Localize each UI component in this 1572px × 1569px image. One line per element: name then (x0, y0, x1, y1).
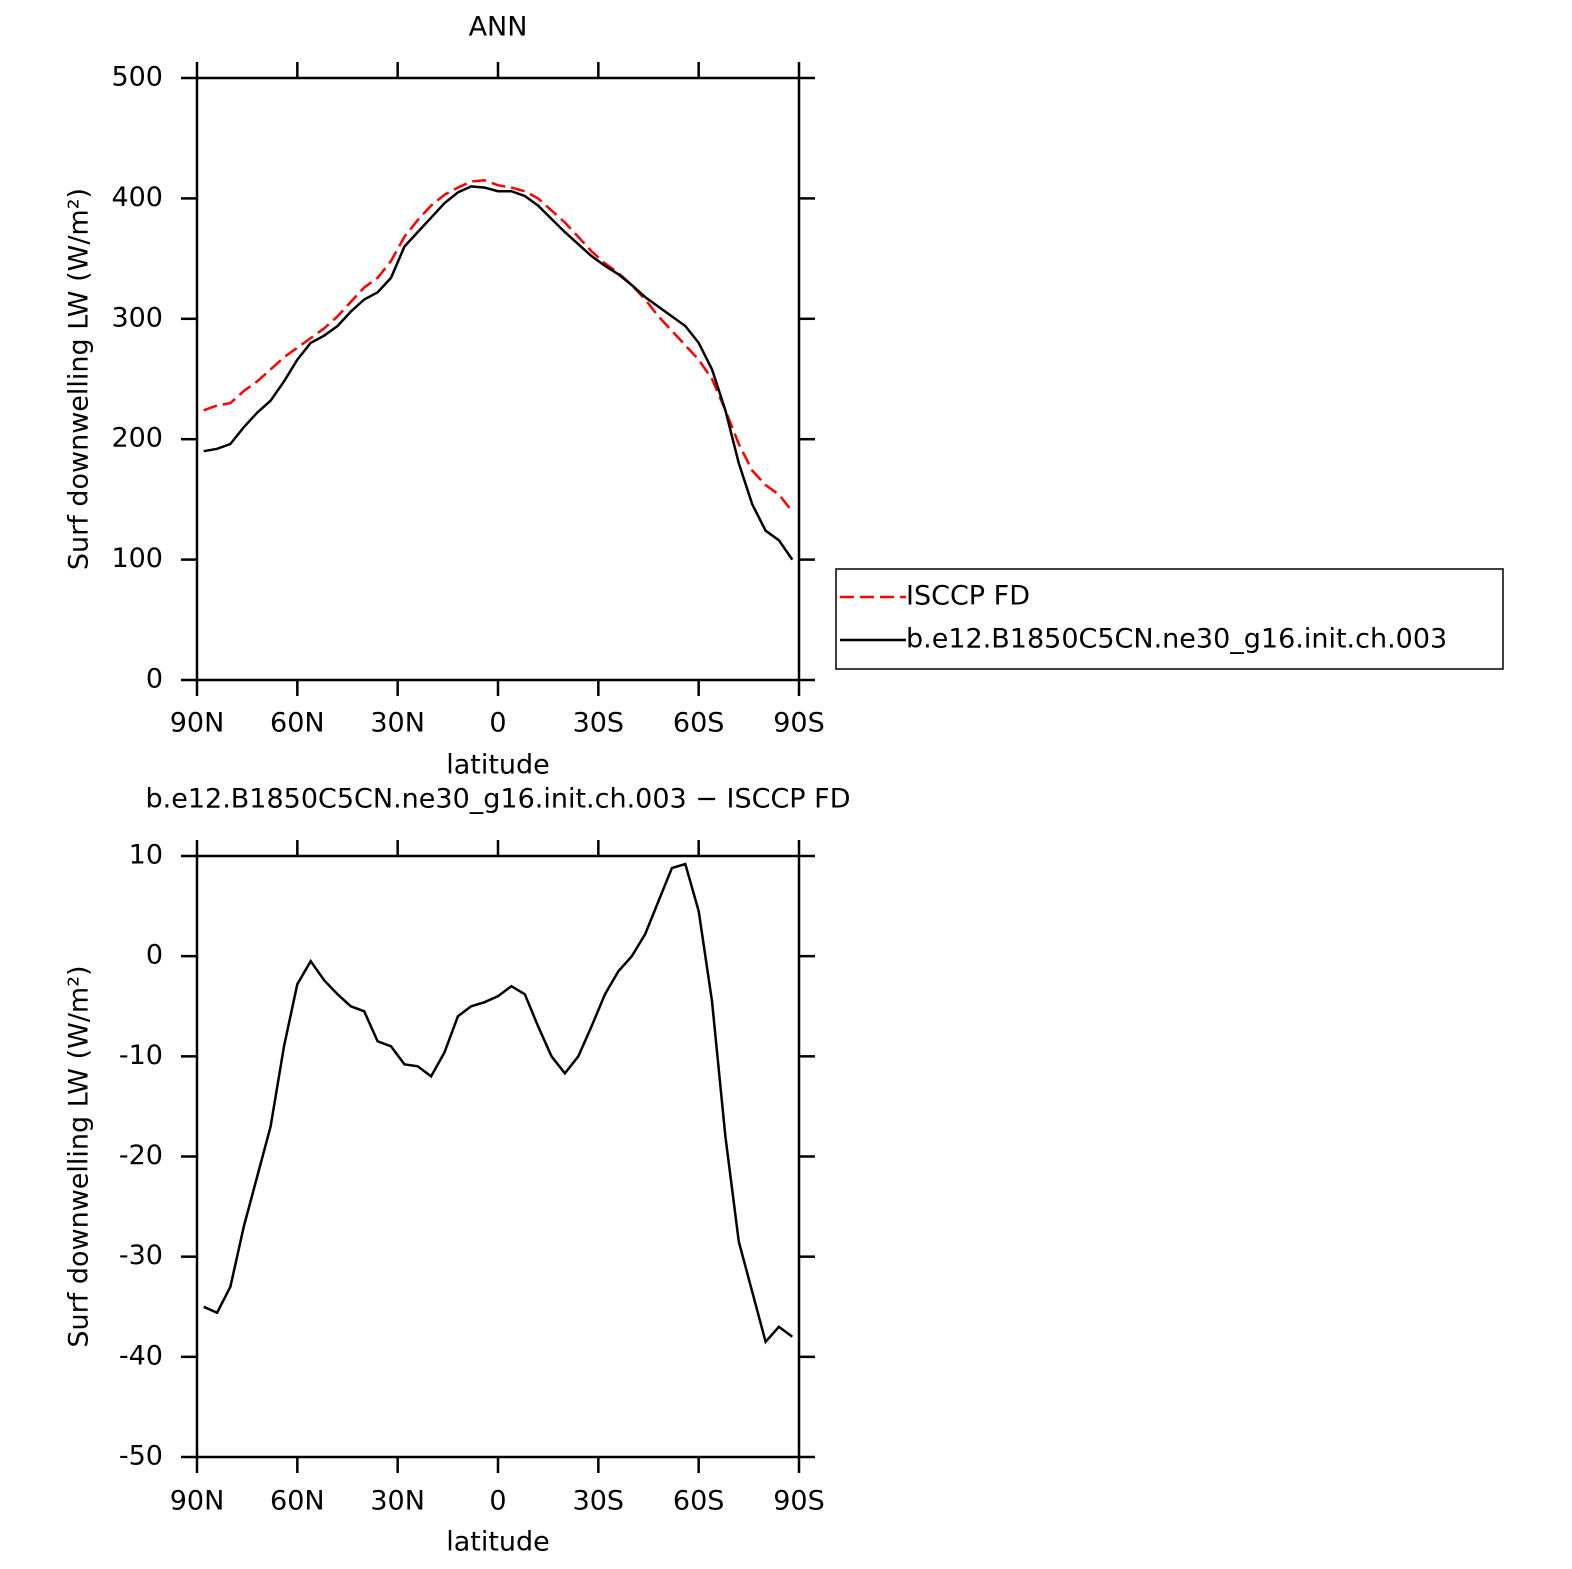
y-tick-label: 300 (111, 302, 163, 333)
y-tick-label: -50 (119, 1441, 163, 1472)
x-tick-label: 90S (773, 708, 825, 739)
y-tick-label: 200 (111, 423, 163, 454)
y-tick-label: 10 (129, 840, 163, 871)
y-tick-label: 100 (111, 543, 163, 574)
x-tick-label: 0 (489, 708, 506, 739)
y-tick-label: -40 (119, 1340, 163, 1371)
legend-label: ISCCP FD (906, 581, 1030, 612)
y-tick-label: -20 (119, 1140, 163, 1171)
legend-box (835, 568, 1504, 670)
x-tick-label: 30N (370, 1486, 425, 1517)
chart-title: ANN (469, 12, 528, 43)
x-tick-label: 90N (170, 708, 225, 739)
y-tick-label: 500 (111, 62, 163, 93)
data-line (203, 179, 794, 513)
x-tick-label: 90S (773, 1486, 825, 1517)
plot-frame (195, 854, 801, 1459)
data-line (203, 862, 794, 1345)
chart-title: b.e12.B1850C5CN.ne30_g16.init.ch.003 − I… (146, 784, 851, 815)
x-tick-label: 60S (673, 708, 725, 739)
y-tick-label: 0 (146, 940, 163, 971)
y-tick-label: -30 (119, 1240, 163, 1271)
y-axis-label: Surf downwelling LW (W/m²) (64, 965, 95, 1347)
x-tick-label: 60N (270, 1486, 325, 1517)
x-tick-label: 60S (673, 1486, 725, 1517)
y-axis-label: Surf downwelling LW (W/m²) (64, 188, 95, 570)
plot-frame (195, 76, 801, 682)
x-tick-label: 30N (370, 708, 425, 739)
x-tick-label: 90N (170, 1486, 225, 1517)
y-tick-label: 400 (111, 182, 163, 213)
x-axis-label: latitude (446, 1527, 550, 1558)
x-tick-label: 30S (573, 1486, 625, 1517)
x-tick-label: 0 (489, 1486, 506, 1517)
data-line (203, 185, 794, 561)
y-tick-label: -10 (119, 1040, 163, 1071)
legend-label: b.e12.B1850C5CN.ne30_g16.init.ch.003 (906, 624, 1447, 655)
x-axis-label: latitude (446, 750, 550, 781)
x-tick-label: 30S (573, 708, 625, 739)
y-tick-label: 0 (146, 664, 163, 695)
x-tick-label: 60N (270, 708, 325, 739)
